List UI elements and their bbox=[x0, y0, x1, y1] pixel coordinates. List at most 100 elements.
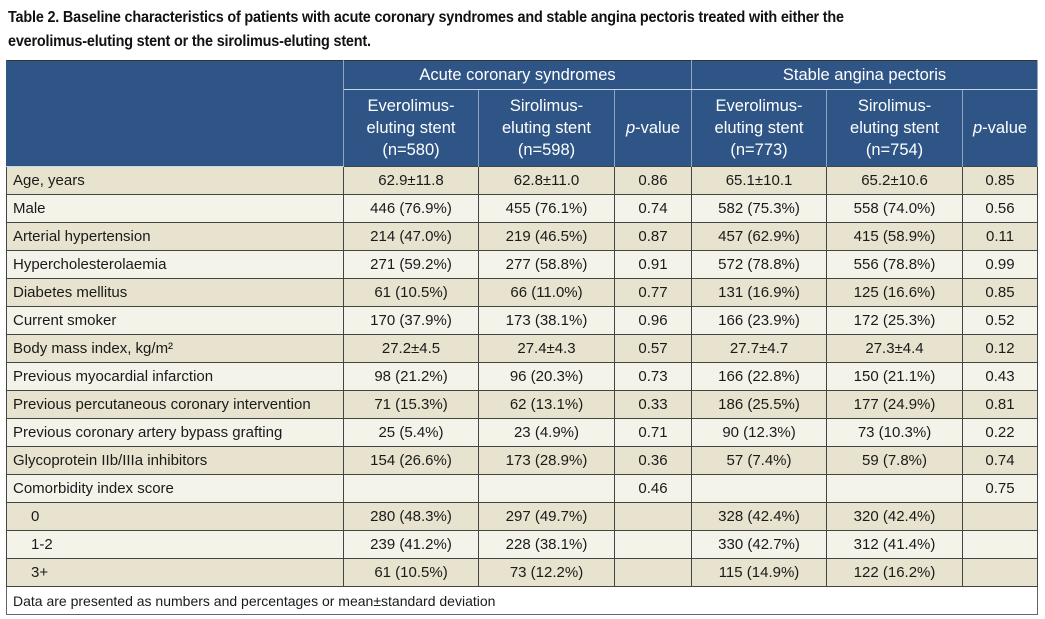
value-cell: 455 (76.1%) bbox=[478, 194, 615, 223]
p-value-cell: 0.87 bbox=[613, 222, 693, 251]
row-label: Previous myocardial infarction bbox=[6, 362, 344, 391]
value-cell: 154 (26.6%) bbox=[343, 446, 479, 475]
row-label: Body mass index, kg/m² bbox=[6, 334, 344, 363]
value-cell: 582 (75.3%) bbox=[691, 194, 828, 223]
value-cell: 166 (23.9%) bbox=[691, 306, 828, 335]
value-cell: 558 (74.0%) bbox=[826, 194, 964, 223]
footnote-row: Data are presented as numbers and percen… bbox=[5, 586, 1039, 615]
value-cell: 23 (4.9%) bbox=[478, 418, 615, 447]
p-value-cell: 0.85 bbox=[962, 166, 1039, 195]
row-label: Comorbidity index score bbox=[6, 474, 344, 503]
value-cell: 61 (10.5%) bbox=[343, 558, 479, 587]
p-value-cell: 0.43 bbox=[962, 362, 1039, 391]
col-header-n: (n=773) bbox=[730, 141, 788, 159]
value-cell: 62 (13.1%) bbox=[478, 390, 615, 419]
value-cell: 277 (58.8%) bbox=[478, 250, 615, 279]
value-cell: 65.1±10.1 bbox=[691, 166, 828, 195]
p-value-cell: 0.33 bbox=[613, 390, 693, 419]
value-cell: 61 (10.5%) bbox=[343, 278, 479, 307]
row-label: Current smoker bbox=[6, 306, 344, 335]
p-value-cell: 0.96 bbox=[613, 306, 693, 335]
header-blank-cell bbox=[6, 60, 344, 167]
table-row: Arterial hypertension 214 (47.0%) 219 (46.… bbox=[6, 222, 1039, 251]
value-cell bbox=[343, 474, 479, 503]
value-cell: 297 (49.7%) bbox=[478, 502, 615, 531]
p-value-cell: 0.77 bbox=[613, 278, 693, 307]
value-cell: 170 (37.9%) bbox=[343, 306, 479, 335]
table-row: 3+ 61 (10.5%) 73 (12.2%) 115 (14.9%) 122 (16… bbox=[6, 558, 1039, 587]
row-label: Diabetes mellitus bbox=[6, 278, 344, 307]
col-header-n: (n=754) bbox=[865, 141, 924, 159]
col-header-n: (n=580) bbox=[382, 141, 440, 159]
p-value-cell: 0.85 bbox=[962, 278, 1039, 307]
table-body: Age, years 62.9±11.8 62.8±11.0 0.86 65.1±10.… bbox=[5, 166, 1039, 615]
row-label: Male bbox=[6, 194, 344, 223]
value-cell: 96 (20.3%) bbox=[478, 362, 615, 391]
p-value-cell: 0.22 bbox=[962, 418, 1039, 447]
row-label: Previous percutaneous coronary intervent… bbox=[6, 390, 344, 419]
row-label: 1-2 bbox=[6, 530, 344, 559]
p-value-cell: 0.81 bbox=[962, 390, 1039, 419]
value-cell: 27.4±4.3 bbox=[478, 334, 615, 363]
value-cell: 172 (25.3%) bbox=[826, 306, 964, 335]
value-cell: 312 (41.4%) bbox=[826, 530, 964, 559]
value-cell: 328 (42.4%) bbox=[691, 502, 828, 531]
p-value-cell bbox=[613, 502, 693, 531]
value-cell: 27.7±4.7 bbox=[691, 334, 828, 363]
value-cell: 73 (10.3%) bbox=[826, 418, 964, 447]
table-caption: Table 2. Baseline characteristics of pat… bbox=[8, 6, 1040, 54]
value-cell: 27.3±4.4 bbox=[826, 334, 964, 363]
table-row: Previous coronary artery bypass grafting… bbox=[6, 418, 1039, 447]
p-italic: p bbox=[972, 119, 983, 137]
p-value-cell: 0.46 bbox=[613, 474, 693, 503]
col-header-line: Everolimus- bbox=[715, 97, 803, 115]
value-cell: 228 (38.1%) bbox=[478, 530, 615, 559]
value-cell: 98 (21.2%) bbox=[343, 362, 479, 391]
col-header-acs-sirolimus: Sirolimus- eluting stent (n=598) bbox=[478, 89, 615, 167]
value-cell: 239 (41.2%) bbox=[343, 530, 479, 559]
col-header-line: Sirolimus- bbox=[509, 97, 584, 115]
p-value-suffix: -value bbox=[635, 119, 681, 137]
p-value-cell: 0.71 bbox=[613, 418, 693, 447]
caption-line-2: everolimus-eluting stent or the sirolimu… bbox=[8, 33, 371, 50]
value-cell: 59 (7.8%) bbox=[826, 446, 964, 475]
table-row: Glycoprotein IIb/IIIa inhibitors 154 (26.… bbox=[6, 446, 1039, 475]
value-cell: 66 (11.0%) bbox=[478, 278, 615, 307]
value-cell: 131 (16.9%) bbox=[691, 278, 828, 307]
col-header-line: Sirolimus- bbox=[857, 97, 932, 115]
table-row: 0 280 (48.3%) 297 (49.7%) 328 (42.4%) 320 (4… bbox=[6, 502, 1039, 531]
table-row: Male 446 (76.9%) 455 (76.1%) 0.74 582 (75.3%… bbox=[6, 194, 1039, 223]
table-row: Hypercholesterolaemia 271 (59.2%) 277 (58.… bbox=[6, 250, 1039, 279]
table-row: Current smoker 170 (37.9%) 173 (38.1%) 0.96… bbox=[6, 306, 1039, 335]
p-value-cell: 0.73 bbox=[613, 362, 693, 391]
p-value-cell: 0.91 bbox=[613, 250, 693, 279]
caption-line-1: Table 2. Baseline characteristics of pat… bbox=[8, 9, 844, 26]
value-cell: 219 (46.5%) bbox=[478, 222, 615, 251]
table-row: Previous percutaneous coronary intervent… bbox=[6, 390, 1039, 419]
value-cell: 122 (16.2%) bbox=[826, 558, 964, 587]
p-value-cell bbox=[613, 558, 693, 587]
p-value-cell: 0.36 bbox=[613, 446, 693, 475]
value-cell: 166 (22.8%) bbox=[691, 362, 828, 391]
table-row: Body mass index, kg/m² 27.2±4.5 27.4±4.3 0.… bbox=[6, 334, 1039, 363]
p-value-cell: 0.74 bbox=[962, 446, 1039, 475]
p-value-cell bbox=[962, 530, 1039, 559]
p-value-cell: 0.12 bbox=[962, 334, 1039, 363]
value-cell: 330 (42.7%) bbox=[691, 530, 828, 559]
value-cell: 73 (12.2%) bbox=[478, 558, 615, 587]
p-value-cell bbox=[962, 558, 1039, 587]
value-cell: 65.2±10.6 bbox=[826, 166, 964, 195]
value-cell: 57 (7.4%) bbox=[691, 446, 828, 475]
row-label: Glycoprotein IIb/IIIa inhibitors bbox=[6, 446, 344, 475]
p-italic: p bbox=[625, 119, 636, 137]
p-value-cell bbox=[962, 502, 1039, 531]
table-row: Diabetes mellitus 61 (10.5%) 66 (11.0%) 0.7… bbox=[6, 278, 1039, 307]
table-row: 1-2 239 (41.2%) 228 (38.1%) 330 (42.7%) 312 … bbox=[6, 530, 1039, 559]
col-header-acs-everolimus: Everolimus- eluting stent (n=580) bbox=[343, 89, 479, 167]
p-value-cell: 0.52 bbox=[962, 306, 1039, 335]
row-label: 3+ bbox=[6, 558, 344, 587]
value-cell: 214 (47.0%) bbox=[343, 222, 479, 251]
value-cell: 62.8±11.0 bbox=[478, 166, 615, 195]
value-cell: 173 (28.9%) bbox=[478, 446, 615, 475]
value-cell: 71 (15.3%) bbox=[343, 390, 479, 419]
